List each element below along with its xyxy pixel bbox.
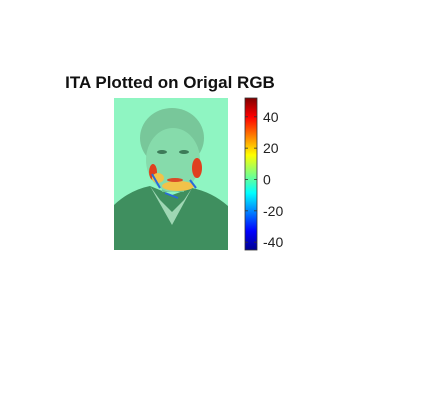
colorbar: 40 20 0 -20 -40 (244, 97, 283, 251)
colorbar-tick-label: -40 (263, 234, 283, 250)
ita-patch-chin (162, 181, 194, 191)
colorbar-tick-label: -20 (263, 203, 283, 219)
ita-overlay (149, 158, 202, 199)
ita-patch-cool-left (151, 173, 161, 189)
ita-patch-mouth (167, 178, 183, 182)
colorbar-tick-label: 20 (263, 140, 279, 156)
chart-title: ITA Plotted on Origal RGB (65, 73, 275, 92)
heatmap-image (114, 98, 228, 250)
colorbar-gradient (244, 97, 258, 251)
colorbar-ticks: 40 20 0 -20 -40 (245, 109, 283, 250)
subject-eye-right (179, 150, 189, 154)
subject-collar (150, 186, 192, 225)
subject-eye-left (157, 150, 167, 154)
colorbar-tick-label: 40 (263, 109, 279, 125)
ita-patch-right-cheek (192, 158, 202, 178)
ita-patch-cool-jaw (164, 192, 179, 199)
ita-patch-cool-right (189, 179, 197, 189)
colorbar-tick-label: 0 (263, 171, 271, 187)
